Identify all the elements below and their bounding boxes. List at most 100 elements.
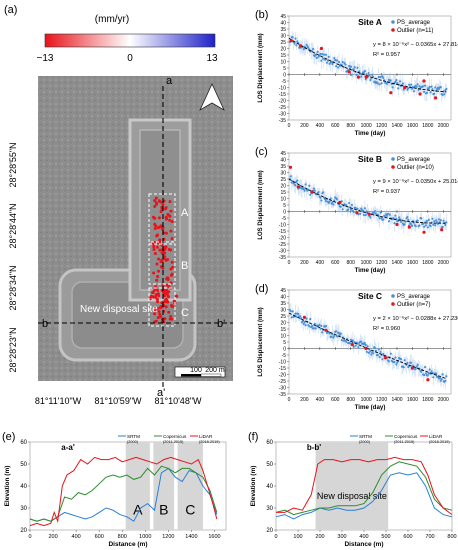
ps-average-point [437, 218, 441, 221]
ps-average-point [324, 197, 327, 201]
ps-point [153, 306, 156, 310]
legend-label: SRTM [127, 434, 140, 439]
ps-average-point [324, 324, 328, 328]
panel-label: (d) [255, 283, 268, 295]
ps-average-point [410, 223, 413, 226]
legend-label-outlier: Outlier (n=7) [397, 302, 431, 308]
ps-point [155, 245, 159, 249]
ps-average-point [427, 218, 430, 221]
series-line [29, 465, 218, 522]
x-tick-label: 2000 [438, 123, 449, 129]
ps-average-point [424, 366, 427, 369]
ps-average-point [354, 206, 357, 209]
ps-point [153, 312, 157, 316]
ps-average-point [439, 219, 442, 222]
x-tick-label: 200 [315, 534, 324, 540]
x-axis-label: Distance (m) [108, 541, 147, 548]
ps-average-point [410, 361, 413, 364]
x-tick-label: 800 [347, 260, 356, 266]
x-tick-label: 1000 [361, 397, 372, 403]
ps-average-point [327, 55, 330, 59]
new-disposal-site-label: New disposal site [80, 304, 158, 315]
ps-average-point [337, 60, 341, 64]
outlier-point [310, 190, 314, 194]
ps-average-point [320, 59, 323, 62]
ps-average-point [322, 57, 325, 60]
ps-average-point [350, 73, 353, 76]
fit-equation: y = 2 × 10⁻⁶x² − 0.0288x + 27.230 [373, 315, 458, 322]
chart-title: a-a' [61, 443, 75, 452]
ps-average-point [333, 334, 336, 338]
ps-average-point [379, 76, 382, 79]
y-tick-label: -35 [279, 118, 286, 124]
shaded-zone [315, 442, 389, 530]
y-tick-label: 50 [266, 462, 273, 468]
ps-average-point [386, 214, 389, 217]
ps-average-point [369, 78, 372, 82]
ps-point [166, 295, 170, 299]
y-tick-label: 50 [20, 462, 27, 468]
ps-average-point [356, 66, 359, 69]
chart-title: b-b' [307, 443, 321, 452]
ps-average-point [341, 208, 344, 211]
ps-point [167, 248, 171, 251]
ps-point [154, 201, 158, 205]
x-tick-label: 600 [331, 260, 340, 266]
ps-average-point [291, 310, 294, 313]
outlier-point [347, 70, 351, 74]
series-line [29, 467, 218, 522]
ps-average-point [335, 330, 338, 333]
ps-average-point [291, 36, 294, 39]
ps-average-point [353, 66, 356, 69]
ps-average-point [394, 356, 397, 359]
x-tick-label: 400 [316, 397, 325, 403]
ps-average-point [431, 88, 434, 91]
ps-point [161, 284, 165, 288]
displacement-chart-site-b: (c) 454035302520151050-5-10-15-20-25-30-3… [255, 146, 458, 274]
ps-average-point [313, 189, 316, 192]
y-tick-label: 10 [280, 196, 286, 202]
ps-average-point [319, 196, 322, 199]
x-tick-label: 2000 [438, 397, 449, 403]
ps-average-point [336, 59, 339, 62]
ps-average-point [389, 352, 392, 355]
ps-average-point [364, 343, 367, 347]
ps-average-point [420, 370, 423, 373]
x-tick-label: 800 [347, 397, 356, 403]
ps-average-point [362, 209, 365, 212]
y-tick-label: 40 [280, 157, 286, 163]
panel-label-a: (a) [4, 4, 17, 16]
displacement-chart-site-c: (d) 454035302520151050-5-10-15-20-25-30-3… [255, 283, 458, 411]
ps-point [166, 300, 170, 304]
ps-average-point [309, 317, 312, 321]
ps-average-point [294, 312, 297, 315]
ps-point [165, 276, 169, 280]
ps-average-point [386, 82, 389, 85]
ps-average-point [317, 191, 320, 194]
ps-average-point [407, 87, 410, 90]
ps-average-point [368, 74, 371, 77]
ps-average-point [428, 368, 431, 371]
ps-point [155, 262, 159, 266]
ps-point [149, 294, 154, 298]
ps-average-point [351, 339, 354, 342]
ps-average-point [323, 53, 326, 56]
colorbar [44, 33, 216, 48]
ps-average-point [337, 66, 340, 69]
lat-label-4: 28°28'23"N [8, 327, 18, 372]
fit-r2: R² = 0.960 [373, 326, 400, 332]
ps-average-point [349, 208, 353, 211]
ps-average-point [322, 191, 325, 194]
y-tick-label: 10 [280, 333, 286, 339]
ps-average-point [363, 70, 366, 73]
legend-label-period: (2000) [359, 440, 371, 444]
chart-title: Site A [358, 17, 382, 27]
ps-average-point [424, 372, 428, 375]
legend-marker-outlier [391, 28, 395, 32]
ps-average-point [403, 223, 406, 226]
x-tick-label: 800 [347, 123, 356, 129]
ps-average-point [344, 63, 347, 66]
ps-average-point [345, 340, 348, 343]
ps-average-point [290, 316, 293, 319]
